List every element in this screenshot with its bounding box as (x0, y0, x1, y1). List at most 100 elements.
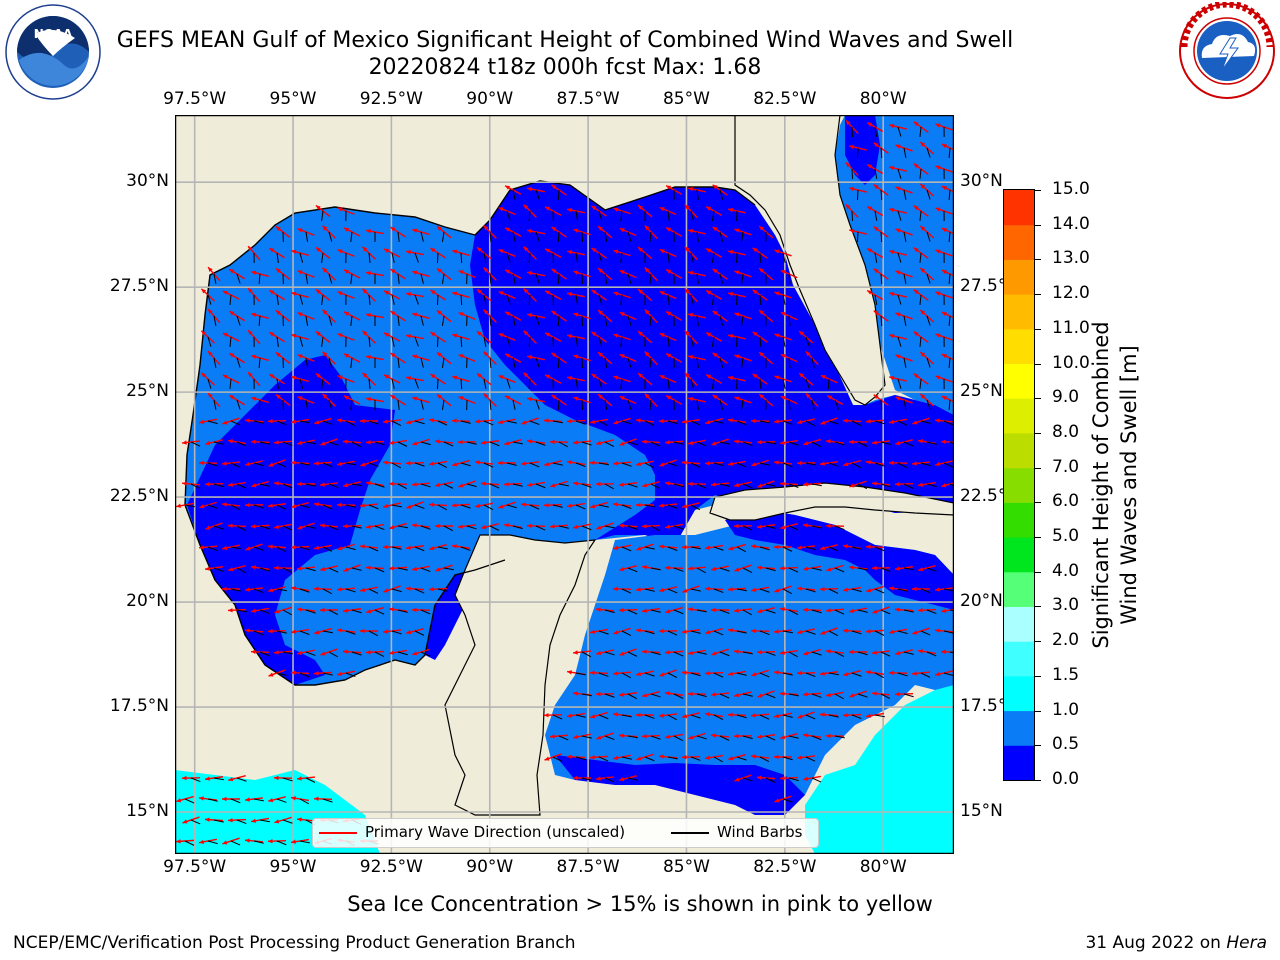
wave-arrow-head (412, 312, 418, 317)
wave-arrow-head (843, 462, 849, 467)
wind-barb (305, 777, 316, 783)
wave-arrow-head (245, 797, 250, 802)
wind-barb (414, 630, 425, 636)
wave-arrow-head (412, 228, 418, 233)
wind-barb (759, 714, 770, 720)
wind-barb (857, 441, 868, 447)
wind-barb (282, 819, 293, 824)
wave-arrow-head (941, 354, 947, 359)
wave-arrow-head (590, 504, 596, 509)
wave-arrow-head (774, 670, 779, 675)
wind-barb (667, 210, 670, 221)
wave-arrow-head (498, 375, 504, 380)
wind-barb (805, 336, 810, 347)
wave-arrow-head (734, 777, 740, 782)
wave-arrow-head (872, 691, 877, 696)
wave-arrow-head (498, 419, 504, 425)
wind-barb (437, 504, 447, 511)
wave-arrow-head (734, 567, 740, 572)
wave-arrow-head (268, 672, 274, 677)
wave-arrow-head (941, 186, 947, 191)
wave-arrow-head (475, 419, 480, 424)
colorbar-segment (1004, 571, 1034, 607)
wind-barb (811, 693, 822, 698)
wave-arrow-head (248, 372, 253, 378)
wave-arrow-head (712, 268, 718, 274)
sea-ice-note: Sea Ice Concentration > 15% is shown in … (347, 892, 933, 916)
wind-barb (811, 483, 822, 487)
wind-barb (759, 336, 762, 348)
wind-barb (460, 504, 471, 509)
wind-barb (489, 231, 492, 243)
wave-arrow-head (505, 227, 511, 232)
wave-arrow-head (941, 312, 947, 317)
wind-barb (667, 630, 678, 636)
wind-barb (897, 420, 908, 426)
wind-barb (207, 294, 212, 305)
wave-arrow-head (596, 735, 602, 740)
wave-arrow-head (935, 207, 941, 212)
wind-barb (535, 273, 540, 284)
wave-arrow-head (849, 649, 854, 655)
wave-arrow-head (751, 754, 756, 759)
wave-arrow-head (705, 586, 710, 591)
wave-arrow-head (251, 483, 257, 488)
wind-barb (834, 693, 844, 700)
wave-arrow-head (619, 396, 625, 401)
wave-arrow-head (245, 587, 250, 592)
colorbar-segment (1004, 363, 1034, 399)
wind-barb (667, 504, 678, 509)
wind-barb (414, 252, 419, 263)
wind-barb (581, 693, 592, 697)
wind-barb (397, 273, 400, 284)
wind-barb (299, 336, 304, 347)
wave-arrow-head (452, 462, 458, 467)
wave-arrow-head (573, 691, 578, 696)
wind-barb (759, 420, 770, 424)
wind-barb (213, 483, 224, 488)
wind-barb (414, 378, 419, 389)
wind-barb (575, 504, 586, 510)
wave-arrow-head (551, 352, 557, 358)
wave-arrow-head (274, 440, 279, 445)
wave-arrow-head (889, 291, 895, 297)
wave-arrow-head (406, 334, 411, 339)
wind-barb (483, 378, 487, 389)
wind-barb (529, 462, 540, 468)
wind-barb (299, 672, 310, 678)
wind-barb (483, 336, 487, 347)
title-line-2: 20220824 t18z 000h fcst Max: 1.68 (368, 55, 762, 80)
wave-arrow-head (895, 186, 901, 191)
wave-arrow-head (268, 587, 274, 593)
wave-arrow-head (567, 754, 572, 759)
wind-barb (650, 609, 661, 613)
wind-barb (528, 294, 531, 306)
wave-arrow-head (665, 565, 670, 571)
wind-barb (441, 273, 445, 284)
wind-barb (368, 462, 379, 467)
wave-arrow-head (383, 290, 389, 295)
wind-barb (489, 441, 500, 447)
wind-barb (627, 735, 638, 739)
wind-barb (696, 483, 707, 489)
wave-arrow-head (757, 483, 763, 488)
wave-arrow-head (222, 420, 228, 425)
wind-barb (690, 714, 701, 719)
legend-item-wind-barbs: Wind Barbs (671, 823, 802, 841)
colorbar-tick-label: 0.5 (1052, 734, 1080, 755)
wind-barb (557, 189, 560, 201)
wind-barb (258, 357, 261, 369)
wave-arrow-head (598, 268, 603, 273)
wave-arrow-head (435, 523, 440, 529)
wave-arrow-head (613, 420, 619, 425)
wave-arrow-head (688, 650, 693, 655)
wind-barb (874, 714, 885, 718)
wind-barb (782, 588, 793, 595)
wave-arrow-head (268, 544, 273, 549)
wind-barb (328, 609, 339, 615)
wind-barb (811, 777, 822, 783)
wind-barb (857, 609, 868, 613)
wind-barb (874, 294, 878, 305)
wind-barb (782, 336, 786, 347)
wave-arrow-head (820, 671, 825, 676)
